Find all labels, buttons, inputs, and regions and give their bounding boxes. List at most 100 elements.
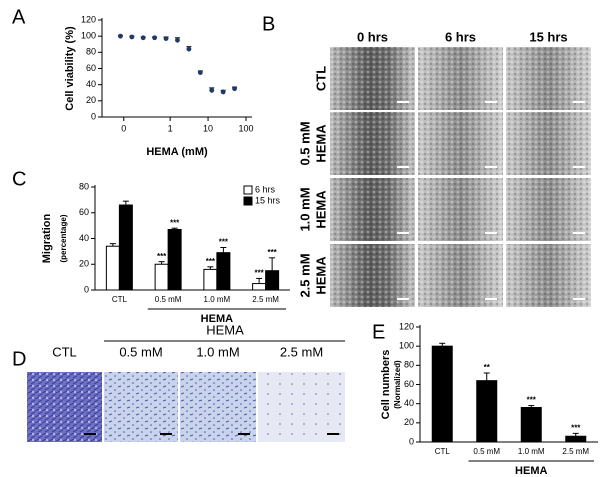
x-tick-label: 1 xyxy=(168,123,173,133)
bar xyxy=(203,268,218,291)
group-label: HEMA xyxy=(201,313,233,325)
column-header: 0 hrs xyxy=(357,29,388,44)
bar xyxy=(520,407,542,443)
y-tick-label: 20 xyxy=(404,417,414,427)
micrograph-texture xyxy=(506,47,591,110)
significance: *** xyxy=(571,423,581,432)
x-tick-label: 1.0 mM xyxy=(518,447,545,456)
micrograph-texture xyxy=(330,244,415,307)
y-tick-label: 100 xyxy=(399,341,414,351)
y-tick-label: 0 xyxy=(91,111,96,121)
bar xyxy=(105,245,120,291)
data-point xyxy=(129,34,135,40)
y-tick-label: 40 xyxy=(79,233,89,243)
significance: *** xyxy=(157,252,167,261)
micrograph-texture xyxy=(418,244,503,307)
x-tick-label: 0 xyxy=(121,123,126,133)
row-label: HEMA xyxy=(313,256,328,295)
panel-letter: A xyxy=(12,6,26,28)
micrograph xyxy=(180,372,256,442)
x-tick-label: 2.5 mM xyxy=(562,447,589,456)
row-label: HEMA xyxy=(313,190,328,229)
column-header: 2.5 mM xyxy=(280,344,323,359)
micrograph-texture xyxy=(330,178,415,241)
micrograph-texture xyxy=(418,47,503,110)
column-header: 15 hrs xyxy=(529,29,567,44)
panel-letter: E xyxy=(372,321,385,343)
y-tick-label: 80 xyxy=(86,47,96,57)
y-tick-label: 80 xyxy=(79,181,89,191)
micrograph-texture xyxy=(418,112,503,175)
y-axis-sublabel: (percentage) xyxy=(59,214,68,262)
bar xyxy=(265,270,280,291)
legend-label: 15 hrs xyxy=(255,195,281,205)
data-point xyxy=(197,70,203,75)
micrograph-texture xyxy=(506,244,591,307)
data-point xyxy=(175,37,180,43)
data-point xyxy=(152,35,158,41)
significance: ** xyxy=(484,363,491,372)
significance: *** xyxy=(170,218,180,227)
bar xyxy=(431,345,453,443)
y-tick-label: 120 xyxy=(399,321,414,331)
row-label: 2.5 mM xyxy=(297,253,312,297)
x-axis-label: HEMA (mM) xyxy=(146,146,208,158)
micrograph xyxy=(258,372,345,442)
data-point xyxy=(118,33,123,39)
legend-swatch xyxy=(243,185,253,195)
micrograph xyxy=(27,372,102,442)
legend-label: 6 hrs xyxy=(255,184,276,194)
micrograph-texture xyxy=(330,47,415,110)
data-point xyxy=(209,87,215,93)
y-tick-label: 0 xyxy=(84,284,89,294)
y-tick-label: 40 xyxy=(86,79,96,89)
column-header: 6 hrs xyxy=(445,29,476,44)
significance: *** xyxy=(267,248,277,257)
legend-swatch xyxy=(243,196,253,206)
panel-letter: C xyxy=(12,168,26,190)
y-axis-sublabel: (Normalized) xyxy=(393,360,402,409)
data-point xyxy=(163,36,169,41)
micrograph-texture xyxy=(330,112,415,175)
x-tick-label: 0.5 mM xyxy=(473,447,500,456)
data-point xyxy=(140,35,146,41)
y-axis-label: Migration xyxy=(41,213,53,263)
significance: *** xyxy=(219,238,229,247)
significance: *** xyxy=(527,396,537,405)
row-label: 0.5 mM xyxy=(297,121,312,165)
bar xyxy=(476,380,498,443)
bar xyxy=(118,204,133,291)
x-tick-label: CTL xyxy=(435,447,451,456)
micrograph-texture xyxy=(506,112,591,175)
y-tick-label: 100 xyxy=(81,31,96,41)
bar xyxy=(167,228,182,291)
column-header: CTL xyxy=(52,344,77,359)
y-axis-label: Cell numbers xyxy=(380,350,392,420)
y-tick-label: 60 xyxy=(79,207,89,217)
bar xyxy=(216,252,231,291)
panel-letter: B xyxy=(262,13,275,35)
bar xyxy=(154,263,169,291)
y-tick-label: 40 xyxy=(404,398,414,408)
column-header: 0.5 mM xyxy=(119,344,162,359)
x-tick-label: 1.0 mM xyxy=(204,295,231,304)
significance: *** xyxy=(254,269,264,278)
y-axis-label: Cell viability (%) xyxy=(64,26,76,111)
bar xyxy=(252,283,267,291)
y-tick-label: 80 xyxy=(404,360,414,370)
group-label: HEMA xyxy=(206,322,244,337)
x-tick-label: 100 xyxy=(238,123,253,133)
x-tick-label: CTL xyxy=(112,295,128,304)
x-tick-label: 0.5 mM xyxy=(155,295,182,304)
data-point xyxy=(232,86,237,92)
y-tick-label: 60 xyxy=(86,63,96,73)
micrograph xyxy=(104,372,178,442)
column-header: 1.0 mM xyxy=(196,344,239,359)
significance: *** xyxy=(206,257,216,266)
micrograph-texture xyxy=(418,178,503,241)
y-tick-label: 20 xyxy=(79,259,89,269)
y-tick-label: 120 xyxy=(81,14,96,24)
data-point xyxy=(186,46,192,52)
y-tick-label: 60 xyxy=(404,379,414,389)
panel-letter: D xyxy=(12,348,26,370)
